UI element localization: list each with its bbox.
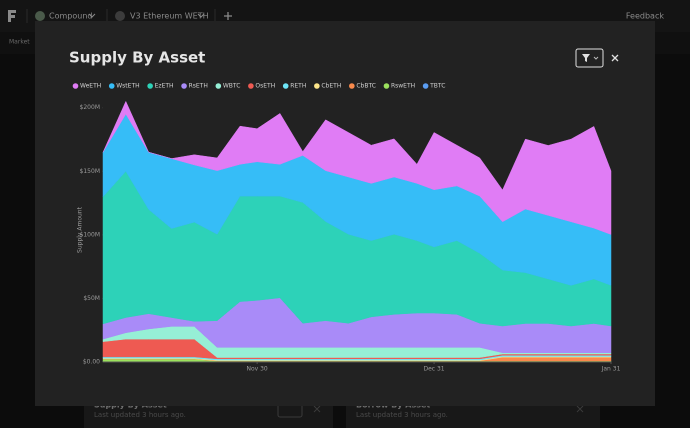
filter-button[interactable] [575, 48, 604, 68]
logo[interactable] [8, 10, 16, 22]
y-tick-label: $150M [80, 168, 100, 175]
chevron [593, 56, 599, 60]
y-tick-label: $50M [83, 295, 100, 302]
legend-label: CbETH [321, 83, 341, 90]
legend-swatch [108, 83, 115, 89]
legend-swatch [181, 83, 187, 89]
x-tick-label: Nov 30 [246, 366, 267, 373]
y-tick-label: $100M [80, 231, 100, 238]
card-updated: Last updated 3 hours ago. [356, 411, 448, 419]
legend-swatch [282, 83, 289, 89]
y-tick-label: $0.00 [83, 359, 100, 366]
legend-label: RsETH [189, 83, 208, 90]
y-tick-label: $200M [80, 104, 100, 111]
legend-label: WBTC [223, 83, 241, 90]
card-expand[interactable] [313, 405, 321, 413]
legend-label: WeETH [80, 83, 101, 90]
protocol-icon [35, 11, 45, 21]
legend-swatch [422, 83, 429, 89]
legend-label: OsETH [255, 83, 275, 90]
card-expand[interactable] [576, 405, 584, 413]
legend: WeETH WstETH EzETH RsETH WBTC OsETH RETH CbETH C… [72, 83, 445, 90]
close-button[interactable] [611, 54, 619, 62]
x-tick-label: Jan 31 [601, 366, 621, 373]
legend-swatch [248, 83, 254, 89]
chevron[interactable] [197, 13, 205, 18]
tab-label[interactable]: Market [9, 39, 30, 46]
protocol-select[interactable]: Compound [49, 12, 92, 21]
area [102, 100, 612, 235]
chart-title: Supply By Asset [69, 49, 205, 67]
legend-swatch [72, 83, 79, 89]
legend-label: CbBTC [356, 83, 376, 90]
card-updated: Last updated 3 hours ago. [94, 411, 186, 419]
legend-swatch [349, 83, 355, 89]
market-select[interactable]: V3 Ethereum WETH [130, 12, 209, 21]
legend-label: RETH [290, 83, 306, 90]
market-icon [115, 11, 125, 21]
legend-label: EzETH [155, 83, 174, 90]
feedback-link[interactable]: Feedback [626, 12, 664, 21]
legend-label: WstETH [116, 83, 139, 90]
y-axis-label: Supply Amount [77, 206, 84, 253]
legend-swatch [215, 83, 222, 89]
legend-label: RswETH [391, 83, 415, 90]
legend-swatch [147, 83, 153, 89]
add-button[interactable] [224, 12, 232, 20]
filter-icon [582, 54, 590, 62]
chevron[interactable] [88, 13, 96, 18]
legend-label: TBTC [429, 83, 445, 90]
legend-swatch [383, 83, 390, 89]
legend-swatch [314, 83, 320, 89]
plot: $0.00 $50M $100M $150M $200M Nov 30 Dec 31 Jan … [80, 100, 621, 373]
x-tick-label: Dec 31 [423, 366, 444, 373]
